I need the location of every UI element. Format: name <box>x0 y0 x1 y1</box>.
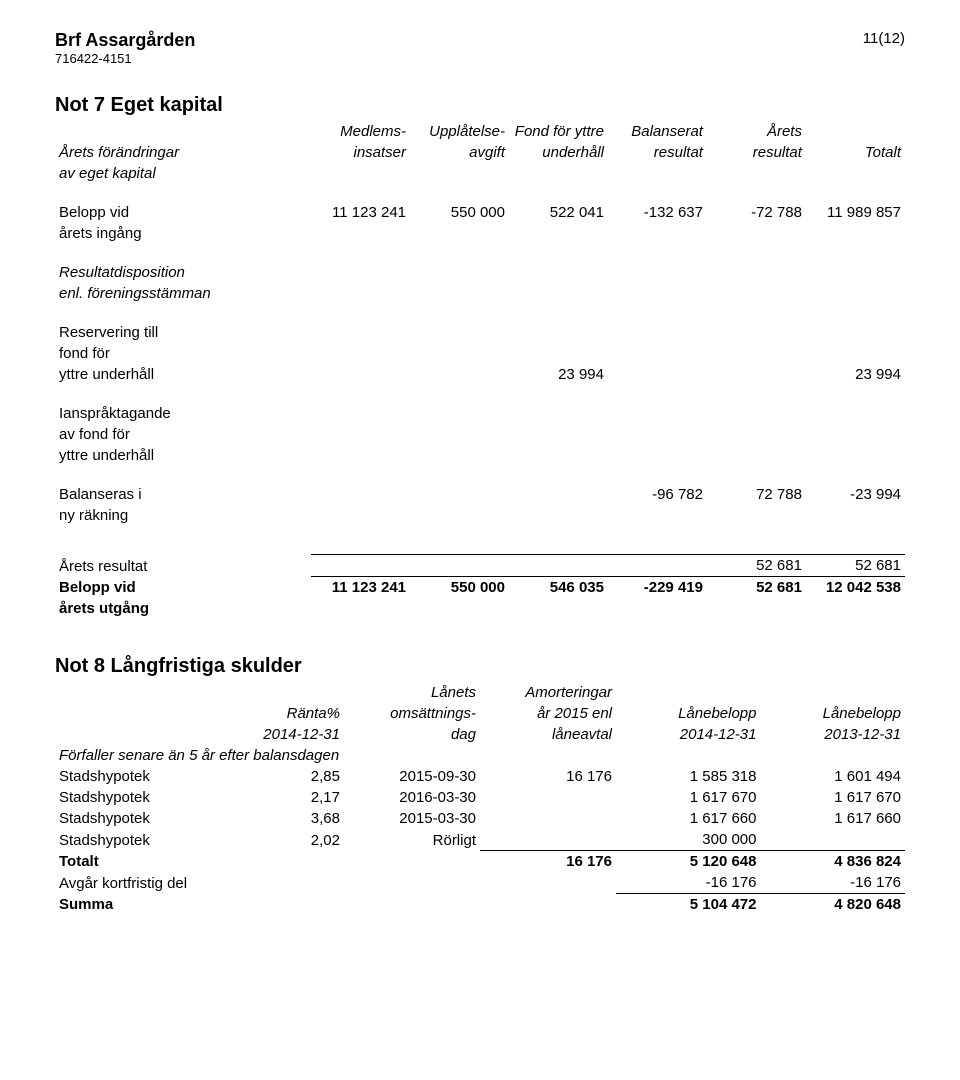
note7-ar-c7: 52 681 <box>806 555 905 577</box>
note7-table: Medlems- Upplåtelse- Fond för yttre Bala… <box>55 121 905 619</box>
note7-r1-label1: Belopp vid <box>55 202 311 223</box>
note8-h-c3a: Lånets <box>344 682 480 703</box>
note7-r1-c2: 11 123 241 <box>311 202 410 223</box>
note7-res3: yttre underhåll <box>55 364 311 385</box>
note7-ar-c6: 52 681 <box>707 555 806 577</box>
note8-table: Lånets Amorteringar Ränta% omsättnings- … <box>55 682 905 915</box>
note7-out-label1: Belopp vid <box>55 577 311 599</box>
note8-totalt-c5: 5 120 648 <box>616 851 761 873</box>
note7-h-c5a: Balanserat <box>608 121 707 142</box>
note7-bal2: ny räkning <box>55 505 311 526</box>
note8-summa-c5: 5 104 472 <box>616 894 761 916</box>
note7-intro1: Årets förändringar <box>55 142 311 163</box>
note7-out-c7: 12 042 538 <box>806 577 905 599</box>
page-header: Brf Assargården 716422-4151 11(12) <box>55 30 905 66</box>
note7-h-c2b: insatser <box>311 142 410 163</box>
note7-h-c4b: underhåll <box>509 142 608 163</box>
note8-h-c4c: låneavtal <box>480 724 616 745</box>
note7-bal-c7: -23 994 <box>806 484 905 505</box>
note7-bal1: Balanseras i <box>55 484 311 505</box>
note7-r1-c5: -132 637 <box>608 202 707 223</box>
note7-out-label2: årets utgång <box>55 598 311 619</box>
note8-subhead: Förfaller senare än 5 år efter balansdag… <box>55 745 905 766</box>
note8-summa-label: Summa <box>55 894 242 916</box>
note8-h-c2b: 2014-12-31 <box>242 724 344 745</box>
note7-disp1: Resultatdisposition <box>55 262 311 283</box>
table-row: Stadshypotek 3,68 2015-03-30 1 617 660 1… <box>55 808 905 829</box>
note7-out-c5: -229 419 <box>608 577 707 599</box>
note7-res2: fond för <box>55 343 311 364</box>
note7-h-c2a: Medlems- <box>311 121 410 142</box>
note7-r1-c6: -72 788 <box>707 202 806 223</box>
note8-h-c5b: 2014-12-31 <box>616 724 761 745</box>
note8-h-c6b: 2013-12-31 <box>761 724 906 745</box>
note8-title: Not 8 Långfristiga skulder <box>55 655 905 678</box>
note7-out-c4: 546 035 <box>509 577 608 599</box>
note8-totalt-label: Totalt <box>55 851 242 873</box>
note7-out-c3: 550 000 <box>410 577 509 599</box>
org-id: 716422-4151 <box>55 51 195 66</box>
note8-h-c6a: Lånebelopp <box>761 703 906 724</box>
page-number: 11(12) <box>863 30 905 47</box>
note7-h-c6b: resultat <box>707 142 806 163</box>
org-name: Brf Assargården <box>55 30 195 51</box>
note7-h-c4a: Fond för yttre <box>509 121 608 142</box>
note8-h-c4b: år 2015 enl <box>480 703 616 724</box>
note7-h-c3a: Upplåtelse- <box>410 121 509 142</box>
note7-res-c4: 23 994 <box>509 364 608 385</box>
note7-ian3: yttre underhåll <box>55 445 311 466</box>
note7-res-c7: 23 994 <box>806 364 905 385</box>
note7-ian2: av fond för <box>55 424 311 445</box>
note7-disp2: enl. föreningsstämman <box>55 283 311 304</box>
note7-h-c6a: Årets <box>707 121 806 142</box>
note8-h-c3b: omsättnings- <box>344 703 480 724</box>
note8-h-c2a: Ränta% <box>242 703 344 724</box>
note7-res1: Reservering till <box>55 322 311 343</box>
note7-h-c3b: avgift <box>410 142 509 163</box>
note7-h-c5b: resultat <box>608 142 707 163</box>
note7-ar-label: Årets resultat <box>55 555 311 577</box>
note7-bal-c5: -96 782 <box>608 484 707 505</box>
note8-avgar-c6: -16 176 <box>761 872 906 894</box>
note7-r1-label2: årets ingång <box>55 223 311 244</box>
note8-h-c3c: dag <box>344 724 480 745</box>
note8-h-c4a: Amorteringar <box>480 682 616 703</box>
note7-bal-c6: 72 788 <box>707 484 806 505</box>
note7-title: Not 7 Eget kapital <box>55 94 905 117</box>
note8-h-c5a: Lånebelopp <box>616 703 761 724</box>
note8-totalt-c6: 4 836 824 <box>761 851 906 873</box>
note8-summa-c6: 4 820 648 <box>761 894 906 916</box>
note8-totalt-c4: 16 176 <box>480 851 616 873</box>
note7-r1-c7: 11 989 857 <box>806 202 905 223</box>
note7-h-c7b: Totalt <box>806 142 905 163</box>
note8-avgar-c5: -16 176 <box>616 872 761 894</box>
note7-intro2: av eget kapital <box>55 163 311 184</box>
note7-ian1: Ianspråktagande <box>55 403 311 424</box>
table-row: Stadshypotek 2,85 2015-09-30 16 176 1 58… <box>55 766 905 787</box>
note7-r1-c3: 550 000 <box>410 202 509 223</box>
note7-r1-c4: 522 041 <box>509 202 608 223</box>
note7-out-c6: 52 681 <box>707 577 806 599</box>
note7-out-c2: 11 123 241 <box>311 577 410 599</box>
table-row: Stadshypotek 2,02 Rörligt 300 000 <box>55 829 905 851</box>
note8-avgar-label: Avgår kortfristig del <box>55 872 242 894</box>
table-row: Stadshypotek 2,17 2016-03-30 1 617 670 1… <box>55 787 905 808</box>
